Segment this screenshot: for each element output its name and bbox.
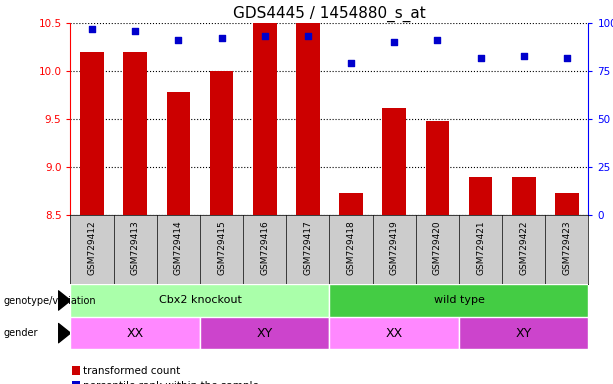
Text: XY: XY bbox=[257, 327, 273, 339]
Text: GSM729422: GSM729422 bbox=[519, 220, 528, 275]
Text: GSM729418: GSM729418 bbox=[346, 220, 356, 275]
Bar bbox=[70, 317, 200, 349]
Bar bbox=[459, 317, 588, 349]
Point bbox=[476, 55, 485, 61]
Bar bbox=[512, 177, 536, 215]
Text: GSM729413: GSM729413 bbox=[131, 220, 140, 275]
Point bbox=[433, 37, 443, 43]
Text: GSM729415: GSM729415 bbox=[217, 220, 226, 275]
Text: wild type: wild type bbox=[433, 295, 484, 306]
Text: XY: XY bbox=[516, 327, 532, 339]
Point bbox=[562, 55, 572, 61]
Point bbox=[87, 26, 97, 32]
Title: GDS4445 / 1454880_s_at: GDS4445 / 1454880_s_at bbox=[233, 5, 426, 22]
Bar bbox=[383, 108, 406, 215]
Text: gender: gender bbox=[3, 328, 37, 338]
Text: transformed count: transformed count bbox=[83, 366, 180, 376]
Point bbox=[260, 33, 270, 40]
Point bbox=[346, 60, 356, 66]
Bar bbox=[80, 52, 104, 215]
Text: GSM729412: GSM729412 bbox=[88, 220, 97, 275]
Text: percentile rank within the sample: percentile rank within the sample bbox=[83, 381, 259, 384]
Bar bbox=[339, 193, 363, 215]
Bar bbox=[70, 284, 330, 317]
Text: GSM729420: GSM729420 bbox=[433, 220, 442, 275]
Text: Cbx2 knockout: Cbx2 knockout bbox=[159, 295, 242, 306]
Bar bbox=[425, 121, 449, 215]
Bar bbox=[210, 71, 234, 215]
Text: GSM729417: GSM729417 bbox=[303, 220, 313, 275]
Bar bbox=[555, 193, 579, 215]
Point bbox=[216, 35, 226, 41]
Text: GSM729421: GSM729421 bbox=[476, 220, 485, 275]
Point bbox=[389, 39, 399, 45]
Text: GSM729416: GSM729416 bbox=[261, 220, 269, 275]
Text: XX: XX bbox=[386, 327, 403, 339]
Bar bbox=[167, 92, 190, 215]
Bar bbox=[330, 317, 459, 349]
Bar bbox=[123, 52, 147, 215]
Bar bbox=[253, 23, 276, 215]
Text: XX: XX bbox=[127, 327, 144, 339]
Bar bbox=[296, 13, 320, 215]
Polygon shape bbox=[58, 323, 70, 343]
Point bbox=[303, 33, 313, 40]
Text: GSM729419: GSM729419 bbox=[390, 220, 398, 275]
Point bbox=[131, 28, 140, 34]
Text: GSM729423: GSM729423 bbox=[562, 220, 571, 275]
Text: genotype/variation: genotype/variation bbox=[3, 296, 96, 306]
Point bbox=[173, 37, 183, 43]
Point bbox=[519, 53, 528, 59]
Bar bbox=[200, 317, 330, 349]
Bar bbox=[330, 284, 588, 317]
Text: GSM729414: GSM729414 bbox=[174, 220, 183, 275]
Bar bbox=[469, 177, 492, 215]
Polygon shape bbox=[58, 291, 70, 310]
